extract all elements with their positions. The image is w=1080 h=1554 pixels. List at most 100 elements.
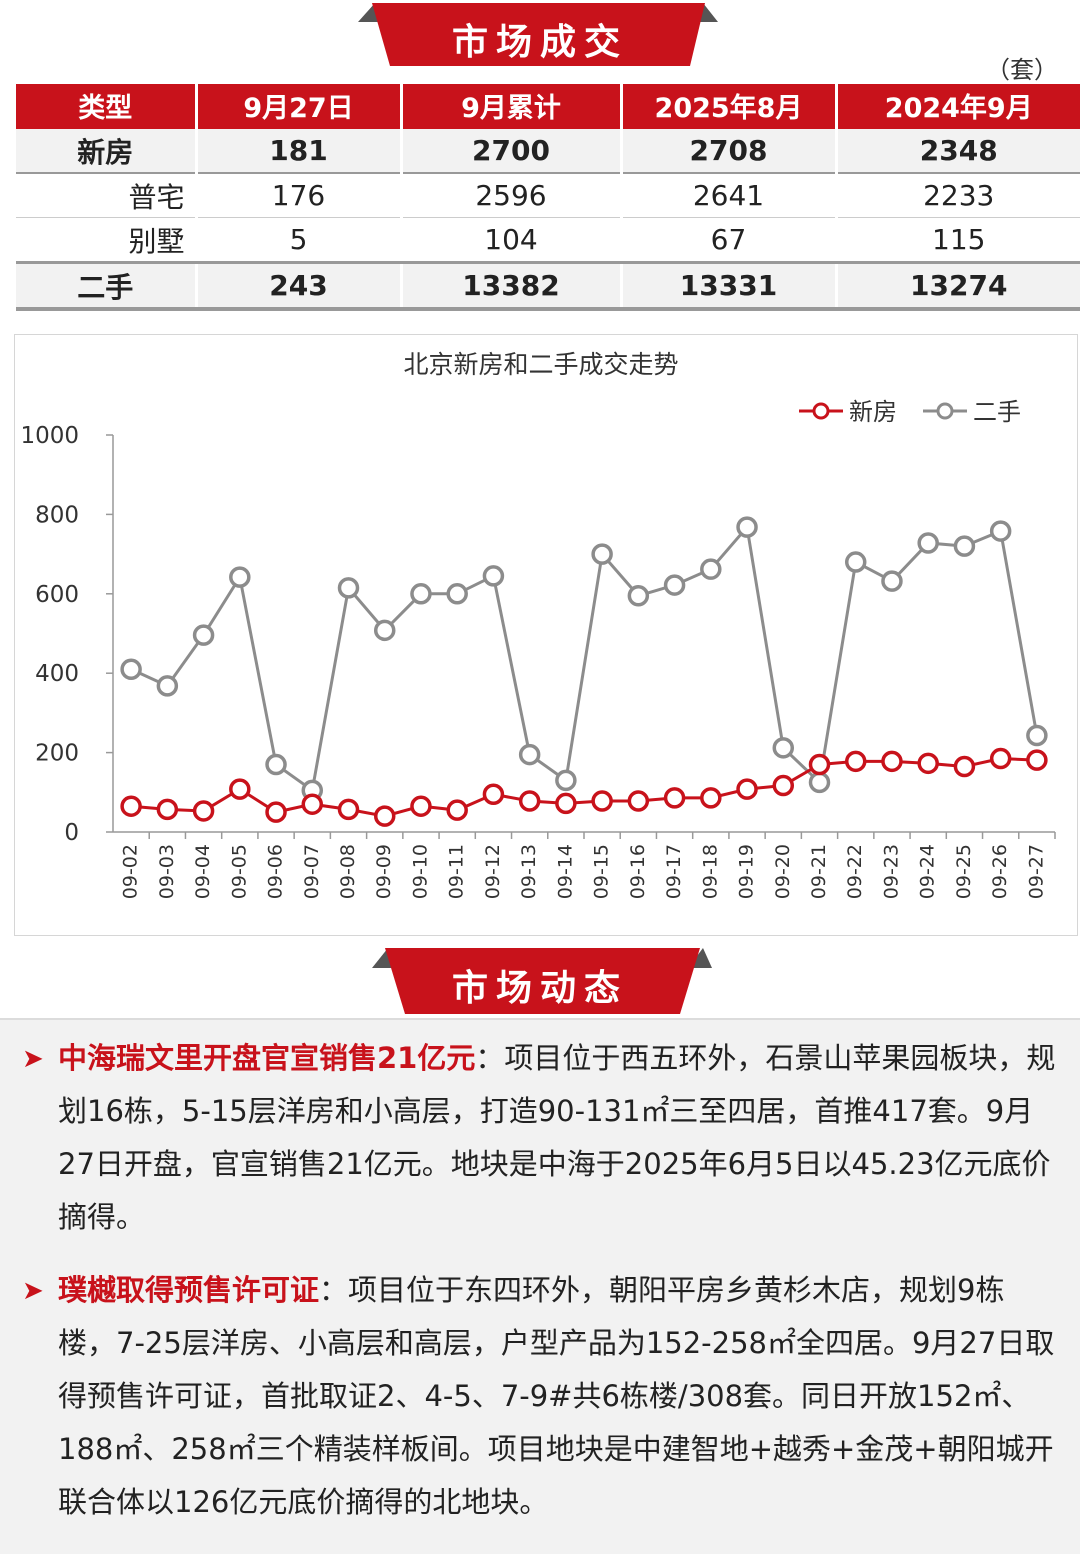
x-tick-label: 09-13 — [518, 844, 540, 899]
data-point-0-0 — [120, 795, 142, 817]
cell: 243 — [194, 262, 401, 311]
x-tick-label: 09-16 — [627, 844, 649, 899]
x-tick-label: 09-20 — [772, 844, 794, 899]
x-tick-label: 09-27 — [1025, 844, 1047, 899]
data-point-1-8 — [410, 583, 432, 605]
data-point-0-19 — [808, 753, 831, 776]
x-tick-label: 09-08 — [337, 844, 359, 899]
data-point-0-1 — [156, 798, 179, 821]
series-line-1 — [130, 523, 1039, 793]
news-panel: ➤ 中海瑞文里开盘官宣销售21亿元：项目位于西五环外，石景山苹果园板块，规划16… — [0, 1018, 1080, 1554]
data-point-1-0 — [120, 658, 142, 680]
table-row-villa: 别墅 5 104 67 115 — [16, 217, 1080, 264]
table-row-second-hand: 二手 243 13382 13331 13274 — [16, 262, 1080, 311]
data-point-0-23 — [953, 755, 976, 778]
row-label: 别墅 — [16, 217, 196, 264]
data-point-0-9 — [446, 799, 468, 821]
data-point-0-20 — [844, 750, 867, 773]
data-point-1-12 — [555, 769, 577, 792]
cell: 115 — [834, 217, 1080, 264]
series-0 — [120, 747, 1048, 827]
header-2024-sep: 2024年9月 — [834, 84, 1080, 128]
cell: 181 — [194, 126, 401, 174]
x-tick-label: 09-11 — [446, 844, 468, 899]
data-point-1-22 — [917, 532, 939, 554]
data-point-0-2 — [192, 800, 215, 822]
arrow-bullet-icon: ➤ — [22, 1276, 44, 1306]
trend-chart: 北京新房和二手成交走势 新房 二手 0 200 400 600 800 1000 09-02 0… — [14, 334, 1078, 936]
chart-legend: 新房 二手 — [799, 398, 1021, 426]
cell: 104 — [399, 217, 621, 264]
row-label: 普宅 — [16, 173, 196, 218]
chart-series — [120, 516, 1048, 827]
y-tick-label: 600 — [35, 582, 79, 608]
x-tick-label: 09-14 — [554, 844, 576, 899]
x-tick-label: 09-05 — [228, 844, 250, 899]
x-tick-label: 09-18 — [699, 844, 721, 899]
x-tick-label: 09-02 — [120, 844, 142, 899]
cell: 13274 — [834, 262, 1080, 311]
x-tick-label: 09-07 — [301, 844, 323, 899]
data-point-1-18 — [772, 737, 795, 759]
legend-marker-0 — [812, 402, 830, 420]
data-point-1-14 — [627, 585, 650, 607]
cell: 176 — [194, 173, 401, 218]
data-point-1-1 — [156, 675, 179, 697]
banner-shape — [372, 948, 712, 1014]
data-point-0-5 — [301, 793, 324, 815]
data-point-0-17 — [736, 778, 758, 800]
header-sep-total: 9月累计 — [399, 84, 621, 128]
data-point-1-9 — [446, 583, 468, 605]
cell: 2233 — [834, 173, 1080, 218]
data-point-0-24 — [989, 747, 1012, 770]
x-tick-label: 09-21 — [808, 844, 830, 899]
legend-label-1: 二手 — [973, 398, 1021, 426]
cell: 2348 — [834, 126, 1080, 174]
chart-title: 北京新房和二手成交走势 — [403, 350, 678, 379]
y-tick-label: 200 — [35, 741, 79, 767]
news-body: ：项目位于东四环外，朝阳平房乡黄杉木店，规划9栋楼，7-25层洋房、小高层和高层… — [58, 1273, 1055, 1519]
data-point-0-16 — [700, 787, 722, 809]
data-point-0-8 — [410, 795, 432, 817]
news-headline: 中海瑞文里开盘官宣销售21亿元 — [58, 1041, 476, 1075]
y-tick-label: 800 — [35, 502, 79, 528]
y-tick-label: 1000 — [20, 423, 79, 449]
data-point-0-3 — [229, 778, 251, 800]
news-body: ：项目位于西五环外，石景山苹果园板块，规划16栋，5-15层洋房和小高层，打造9… — [58, 1041, 1056, 1234]
y-tick-label: 0 — [64, 820, 79, 846]
row-label: 新房 — [16, 126, 196, 174]
cell: 67 — [619, 217, 836, 264]
data-point-1-6 — [337, 577, 360, 599]
data-point-0-15 — [663, 787, 686, 809]
data-point-1-2 — [192, 624, 215, 646]
data-point-1-21 — [881, 570, 903, 592]
data-point-1-23 — [953, 535, 976, 557]
series-1 — [120, 516, 1048, 802]
data-point-1-15 — [663, 574, 686, 596]
x-tick-label: 09-17 — [663, 844, 685, 899]
table-row-new-homes: 新房 181 2700 2708 2348 — [16, 126, 1080, 174]
x-tick-label: 09-10 — [409, 844, 431, 899]
unit-label: （套） — [986, 56, 1058, 84]
data-point-1-19 — [808, 771, 831, 794]
cell: 13382 — [399, 262, 621, 311]
x-tick-label: 09-25 — [953, 844, 975, 899]
data-point-0-13 — [591, 790, 613, 812]
data-point-0-18 — [772, 774, 795, 797]
header-2025-aug: 2025年8月 — [619, 84, 836, 128]
cell: 2596 — [399, 173, 621, 218]
data-point-1-25 — [1026, 724, 1048, 747]
data-point-0-7 — [373, 805, 396, 827]
data-point-1-3 — [229, 566, 251, 588]
data-point-0-10 — [482, 783, 505, 806]
data-point-1-20 — [844, 551, 867, 573]
x-tick-label: 09-23 — [880, 844, 902, 899]
x-tick-label: 09-24 — [917, 844, 939, 899]
transaction-table: 类型 9月27日 9月累计 2025年8月 2024年9月 新房 181 270… — [16, 84, 1080, 311]
news-item-zhonghai: 中海瑞文里开盘官宣销售21亿元：项目位于西五环外，石景山苹果园板块，规划16栋，… — [58, 1032, 1058, 1244]
data-point-1-16 — [700, 558, 722, 580]
data-point-0-11 — [518, 790, 541, 812]
data-point-1-10 — [482, 565, 505, 587]
data-point-0-22 — [917, 752, 939, 775]
